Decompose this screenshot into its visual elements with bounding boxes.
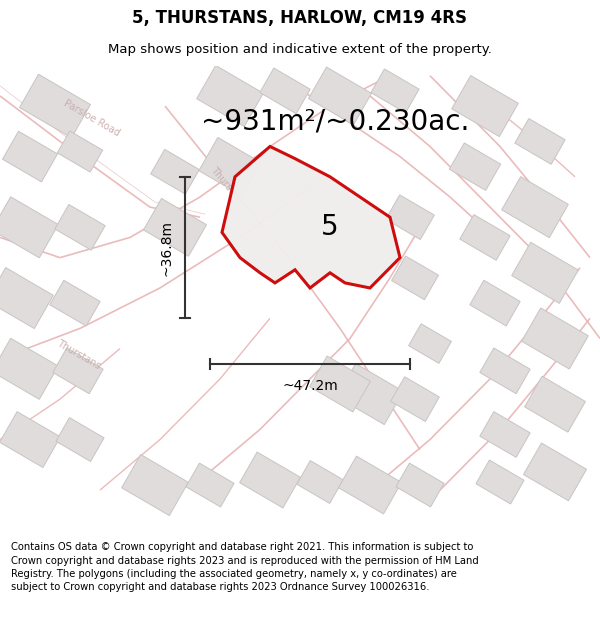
Polygon shape — [523, 443, 587, 501]
Text: Contains OS data © Crown copyright and database right 2021. This information is : Contains OS data © Crown copyright and d… — [11, 542, 479, 592]
Polygon shape — [337, 364, 403, 424]
Polygon shape — [297, 461, 343, 503]
Polygon shape — [197, 66, 263, 126]
Text: Thurstans: Thurstans — [55, 338, 102, 371]
Polygon shape — [449, 143, 500, 191]
Text: Map shows position and indicative extent of the property.: Map shows position and indicative extent… — [108, 42, 492, 56]
Text: ~47.2m: ~47.2m — [282, 379, 338, 393]
Polygon shape — [53, 348, 103, 394]
Polygon shape — [143, 198, 206, 256]
Polygon shape — [0, 338, 58, 399]
Text: 5: 5 — [321, 213, 339, 241]
Polygon shape — [151, 149, 199, 194]
Polygon shape — [55, 204, 105, 250]
Polygon shape — [308, 67, 371, 125]
Polygon shape — [480, 412, 530, 458]
Polygon shape — [0, 412, 61, 468]
Polygon shape — [239, 452, 301, 508]
Polygon shape — [222, 146, 400, 288]
Polygon shape — [57, 131, 103, 172]
Text: 5, THURSTANS, HARLOW, CM19 4RS: 5, THURSTANS, HARLOW, CM19 4RS — [133, 9, 467, 28]
Polygon shape — [512, 242, 578, 303]
Polygon shape — [480, 348, 530, 394]
Text: Thurstans: Thurstans — [208, 166, 247, 209]
Polygon shape — [476, 460, 524, 504]
Polygon shape — [310, 356, 370, 412]
Polygon shape — [186, 463, 234, 507]
Polygon shape — [409, 324, 451, 363]
Polygon shape — [199, 138, 261, 196]
Polygon shape — [521, 308, 589, 369]
Polygon shape — [515, 119, 565, 164]
Polygon shape — [460, 214, 510, 260]
Polygon shape — [386, 195, 434, 239]
Polygon shape — [50, 280, 100, 326]
Polygon shape — [56, 418, 104, 461]
Polygon shape — [396, 463, 444, 507]
Polygon shape — [392, 256, 439, 300]
Polygon shape — [0, 197, 58, 258]
Polygon shape — [524, 376, 586, 432]
Polygon shape — [452, 76, 518, 137]
Polygon shape — [0, 268, 53, 329]
Polygon shape — [371, 69, 419, 113]
Polygon shape — [391, 377, 439, 421]
Text: Parsloe Road: Parsloe Road — [62, 98, 122, 138]
Polygon shape — [502, 177, 568, 238]
Text: ~36.8m: ~36.8m — [160, 219, 174, 276]
Polygon shape — [470, 280, 520, 326]
Polygon shape — [20, 74, 91, 138]
Text: ~931m²/~0.230ac.: ~931m²/~0.230ac. — [201, 107, 469, 135]
Polygon shape — [2, 131, 58, 182]
Polygon shape — [338, 456, 401, 514]
Polygon shape — [122, 454, 188, 516]
Polygon shape — [260, 68, 310, 114]
